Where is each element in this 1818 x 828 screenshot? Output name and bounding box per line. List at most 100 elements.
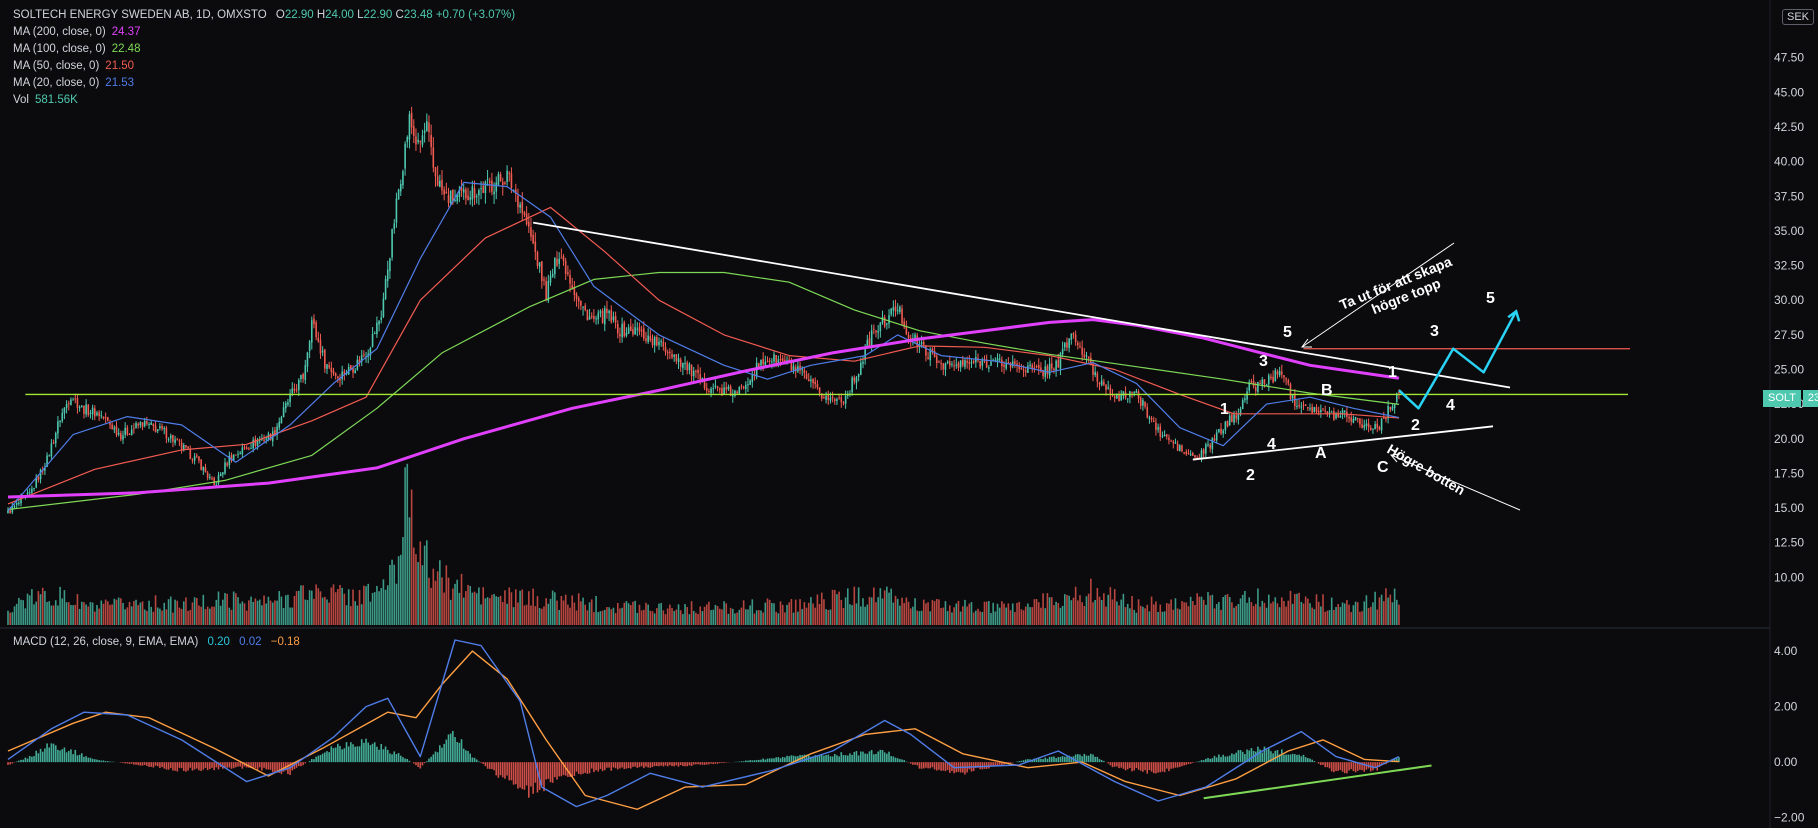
candle-body: [343, 371, 346, 375]
volume-bar: [695, 612, 697, 625]
candle-body: [109, 421, 111, 425]
macd-histogram-bar: [271, 762, 274, 773]
volume-bar: [1398, 604, 1400, 625]
volume-bar: [1222, 596, 1224, 625]
macd-histogram-bar: [480, 762, 482, 763]
wave-label-4-a: 4: [1267, 436, 1276, 453]
macd-histogram-bar: [217, 762, 220, 770]
legend-vol[interactable]: Vol 581.56K: [13, 92, 140, 109]
macd-histogram-bar: [1001, 762, 1003, 766]
candle-body: [100, 415, 103, 417]
volume-bar: [1215, 604, 1218, 625]
candle-body: [1068, 338, 1070, 348]
volume-bar: [1328, 610, 1331, 625]
candle-body: [52, 442, 55, 444]
volume-bar: [1046, 593, 1049, 625]
volume-bar: [74, 604, 77, 625]
volume-bar: [1382, 601, 1385, 625]
volume-bar: [864, 606, 866, 625]
wave-label-3-a: 3: [1259, 353, 1268, 370]
macd-histogram-bar: [892, 756, 895, 763]
candle-body: [430, 134, 432, 148]
macd-histogram-bar: [994, 762, 997, 767]
volume-bar: [104, 599, 107, 625]
volume-bar: [191, 602, 194, 625]
volume-bar: [360, 604, 363, 625]
candle-body: [825, 396, 827, 400]
candle-body: [510, 173, 513, 188]
macd-histogram-bar: [426, 761, 428, 763]
candle-body: [1131, 392, 1133, 394]
macd-histogram-bar: [200, 762, 202, 771]
candle-body: [805, 373, 808, 379]
macd-histogram-bar: [28, 755, 31, 763]
candle-body: [1265, 384, 1268, 386]
candle-body: [1350, 417, 1353, 422]
volume-bar: [1393, 588, 1396, 625]
macd-histogram-bar: [1350, 762, 1353, 770]
volume-bar: [135, 599, 137, 625]
candle-body: [412, 126, 415, 137]
candle-body: [111, 424, 113, 430]
volume-bar: [1133, 609, 1136, 625]
macd-tick-label: −2.00: [1774, 811, 1805, 825]
macd-histogram-bar: [794, 756, 797, 763]
volume-bar: [287, 594, 289, 625]
legend-ma50[interactable]: MA (50, close, 0) 21.50: [13, 58, 140, 75]
candle-body: [87, 404, 90, 416]
ohlc-c: 23.48: [403, 9, 433, 21]
volume-bar: [1165, 603, 1168, 625]
macd-histogram-bar: [825, 754, 827, 763]
macd-histogram-bar: [1085, 755, 1088, 763]
volume-bar: [31, 589, 33, 625]
legend-ma20[interactable]: MA (20, close, 0) 21.53: [13, 75, 140, 92]
macd-histogram-bar: [551, 762, 554, 783]
candle-body: [1244, 398, 1246, 401]
candle-body: [484, 181, 487, 194]
candle-body: [725, 387, 728, 390]
macd-legend[interactable]: MACD (12, 26, close, 9, EMA, EMA) 0.20 0…: [13, 634, 300, 651]
macd-histogram-bar: [1294, 754, 1296, 763]
candle-body: [771, 361, 773, 363]
macd-histogram-bar: [428, 758, 430, 763]
volume-bar: [1280, 597, 1283, 625]
volume-bar: [465, 591, 467, 625]
projection-arrowhead: [1507, 309, 1521, 322]
macd-histogram-bar: [1189, 762, 1192, 764]
volume-bar: [905, 597, 908, 625]
candle-body: [1059, 353, 1062, 369]
volume-bar: [1194, 604, 1196, 625]
volume-bar: [996, 603, 999, 625]
macd-histogram-bar: [1159, 762, 1162, 773]
candle-body: [321, 350, 324, 353]
volume-bar: [87, 606, 90, 625]
candle-body: [1090, 357, 1092, 365]
macd-histogram-bar: [1348, 762, 1350, 771]
volume-bar: [1070, 600, 1073, 625]
currency-badge[interactable]: SEK: [1782, 9, 1815, 25]
legend-ma100[interactable]: MA (100, close, 0) 22.48: [13, 41, 140, 58]
candle-body: [91, 407, 94, 415]
volume-bar: [1330, 597, 1333, 625]
macd-histogram-bar: [768, 758, 771, 763]
macd-histogram-bar: [988, 762, 990, 769]
volume-bar: [1011, 603, 1014, 625]
candle-body: [226, 463, 228, 466]
legend-ma200[interactable]: MA (200, close, 0) 24.37: [13, 24, 140, 41]
candle-body: [154, 425, 157, 433]
candle-body: [931, 348, 934, 353]
candle-body: [736, 391, 738, 394]
volume-bar: [423, 545, 426, 625]
volume-bar: [606, 607, 608, 625]
candle-body: [1367, 423, 1370, 428]
volume-bar: [1029, 607, 1031, 625]
drawings: [25, 221, 1630, 511]
volume-bar: [925, 603, 927, 625]
volume-bar: [226, 593, 228, 625]
candle-body: [1144, 401, 1146, 407]
macd-histogram-bar: [52, 743, 55, 763]
macd-histogram-bar: [1235, 752, 1238, 763]
volume-bar: [784, 612, 786, 625]
volume-bar: [690, 601, 693, 625]
